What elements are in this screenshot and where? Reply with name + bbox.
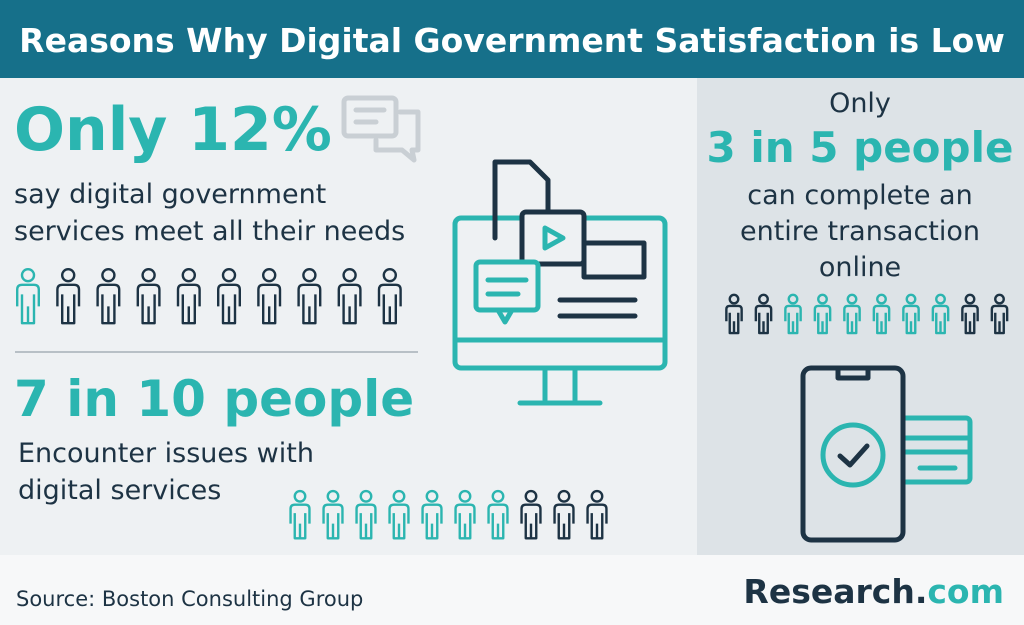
monitor-illustration — [452, 159, 668, 406]
chat-icon — [341, 95, 421, 163]
person-icon — [784, 293, 802, 335]
person-icon — [902, 293, 920, 335]
person-icon — [421, 489, 443, 540]
person-icon — [990, 293, 1009, 335]
person-icon — [297, 268, 322, 325]
person-icon — [388, 489, 410, 540]
person-icon — [813, 293, 832, 335]
person-icon — [843, 293, 861, 335]
stat-text: digital services — [18, 475, 221, 506]
stat-text: Encounter issues with — [18, 438, 314, 469]
headline: Only 12% — [14, 95, 332, 165]
footer-bar — [0, 555, 1024, 625]
person-icon — [931, 293, 950, 335]
person-icon — [56, 268, 81, 325]
person-icon — [487, 489, 509, 540]
title: Reasons Why Digital Government Satisfact… — [19, 21, 1005, 60]
headline: 3 in 5 people — [707, 123, 1014, 172]
person-icon — [216, 268, 242, 325]
person-icon — [355, 489, 377, 540]
stat-text: online — [819, 252, 901, 283]
person-icon — [257, 268, 282, 325]
logo-main: Research. — [743, 572, 927, 611]
stat-text: say digital government — [14, 179, 326, 210]
person-icon — [96, 268, 121, 325]
person-icon — [322, 489, 344, 540]
person-icon — [377, 268, 402, 325]
person-icon — [754, 293, 773, 335]
people-icons — [15, 268, 1009, 540]
person-icon — [176, 268, 201, 325]
stat-intro: Only — [829, 88, 891, 119]
person-icon — [454, 489, 476, 540]
logo: Research.com — [743, 572, 1004, 611]
stat-text: entire transaction — [740, 216, 980, 247]
person-icon — [553, 489, 575, 540]
person-icon — [725, 293, 743, 335]
stat-text: services meet all their needs — [14, 216, 405, 247]
person-icon — [586, 489, 608, 540]
person-icon — [520, 489, 542, 540]
logo-suffix: com — [927, 572, 1004, 611]
person-icon — [15, 268, 41, 325]
person-icon — [961, 293, 979, 335]
source: Source: Boston Consulting Group — [16, 587, 363, 611]
person-icon — [337, 268, 362, 325]
person-icon — [872, 293, 891, 335]
person-icon — [289, 489, 311, 540]
phone-illustration — [800, 365, 973, 543]
person-icon — [136, 268, 161, 325]
header-bar — [0, 0, 1024, 78]
headline: 7 in 10 people — [14, 370, 414, 428]
stat-text: can complete an — [747, 180, 972, 211]
